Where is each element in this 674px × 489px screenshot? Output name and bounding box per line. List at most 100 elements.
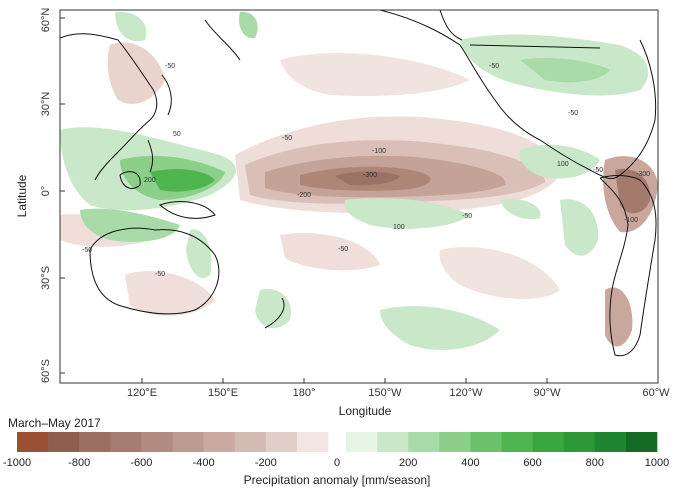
coastline-new-guinea <box>159 201 216 219</box>
colorbar-cell <box>17 432 49 452</box>
colorbar-cell <box>470 432 502 452</box>
colorbar-cell <box>594 432 627 452</box>
colorbar-tick-label: -1000 <box>3 457 31 469</box>
colorbar-tick-label: 1000 <box>645 457 669 469</box>
contour-label: -100 <box>624 217 638 224</box>
contour-label: 200 <box>144 177 156 184</box>
colorbar-cell <box>377 432 409 452</box>
colorbar-cell <box>408 432 440 452</box>
wet-anomaly-region <box>80 208 180 242</box>
lon-tick-label: 150°W <box>368 387 402 399</box>
lon-tick-label: 120°E <box>127 387 157 399</box>
colorbar-label: Precipitation anomaly [mm/season] <box>244 473 431 487</box>
contour-label: -50 <box>593 167 603 174</box>
dry-anomaly-region <box>125 271 215 316</box>
lat-tick-label: 30°S <box>40 266 52 290</box>
colorbar-cell <box>79 432 111 452</box>
coastline-borneo <box>119 171 141 189</box>
contour-label: -50 <box>282 135 292 142</box>
contour-label: -50 <box>155 271 165 278</box>
colorbar: March–May 2017 -1000 -800 -600 -400 -200 0 200… <box>3 416 669 487</box>
lat-tick-label: 60°S <box>40 359 52 383</box>
wet-anomaly-region <box>186 229 212 279</box>
wet-anomaly-region <box>380 306 500 350</box>
colorbar-cell <box>296 432 329 452</box>
colorbar-tick-label: 400 <box>461 457 479 469</box>
colorbar-tick-label: 800 <box>586 457 604 469</box>
contour-label: 100 <box>557 161 569 168</box>
colorbar-ticks: -1000 -800 -600 -400 -200 0 200 400 600 800 1000 <box>3 457 669 469</box>
wet-anomaly-region <box>239 11 258 39</box>
colorbar-tick-label: -600 <box>130 457 152 469</box>
dry-anomaly-region <box>439 246 560 300</box>
lat-tick-label: 60°N <box>40 8 52 33</box>
colorbar-tick-label: -200 <box>255 457 277 469</box>
contour-label: -100 <box>372 148 386 155</box>
colorbar-cell <box>439 432 471 452</box>
dry-anomaly-region <box>280 52 470 97</box>
lon-tick-label: 120°W <box>449 387 483 399</box>
x-axis-label: Longitude <box>339 404 392 418</box>
coastline-kamchatka <box>204 19 241 61</box>
wet-anomaly-region <box>560 199 599 256</box>
dry-anomaly-region <box>615 168 651 214</box>
contour-label: -300 <box>636 171 650 178</box>
coastline-philippines <box>147 139 154 173</box>
dry-anomaly-region <box>280 233 380 271</box>
contour-label: -200 <box>297 192 311 199</box>
colorbar-tick-label: -400 <box>193 457 215 469</box>
lon-tick-label: 90°W <box>533 387 561 399</box>
latitude-ticks: 60°N 30°N 0° 30°S 60°S <box>40 8 52 383</box>
colorbar-cell <box>234 432 267 452</box>
wet-anomaly-region <box>520 58 610 83</box>
coastline-alaska <box>439 10 463 41</box>
colorbar-cell <box>172 432 204 452</box>
colorbar-tick-label: 600 <box>523 457 541 469</box>
coastline-asia <box>60 33 158 181</box>
contour-label: 100 <box>393 224 405 231</box>
colorbar-cell <box>532 432 564 452</box>
contour-label: -300 <box>363 172 377 179</box>
dry-anomaly-region <box>605 287 633 347</box>
colorbar-tick-label: 0 <box>334 457 340 469</box>
coastline-us-border <box>469 44 601 49</box>
contour-labels: -50 50 200 -50 -50 -50 -50 -100 -300 -20… <box>82 63 650 278</box>
contour-label: -50 <box>489 63 499 70</box>
map-frame <box>59 9 659 384</box>
coastlines <box>60 10 657 357</box>
lat-tick-label: 0° <box>40 186 52 197</box>
wet-anomaly-region <box>519 144 600 179</box>
coastline-japan <box>161 74 172 116</box>
wet-anomaly-region <box>115 11 147 42</box>
contour-label: 50 <box>173 131 181 138</box>
contour-label: -50 <box>338 246 348 253</box>
map-panel: -50 50 200 -50 -50 -50 -50 -100 -300 -20… <box>15 8 670 418</box>
colorbar-cell <box>48 432 80 452</box>
wet-anomaly-region <box>500 198 541 220</box>
wet-anomaly-region <box>150 169 215 192</box>
tick-marks <box>60 17 548 383</box>
colorbar-cell <box>501 432 533 452</box>
anomaly-field <box>60 11 658 350</box>
dry-anomaly-region <box>107 42 165 104</box>
colorbar-cells <box>17 432 658 452</box>
longitude-ticks: 120°E 150°E 180° 150°W 120°W 90°W 60°W <box>127 387 670 399</box>
contour-label: -50 <box>82 247 92 254</box>
contour-label: -50 <box>165 63 175 70</box>
colorbar-title: March–May 2017 <box>8 416 101 430</box>
colorbar-tick-label: -800 <box>68 457 90 469</box>
contour-label: -50 <box>568 110 578 117</box>
coastline-south-america <box>599 175 657 357</box>
colorbar-cell <box>346 432 378 452</box>
colorbar-cell <box>203 432 235 452</box>
lon-tick-label: 150°E <box>208 387 238 399</box>
lon-tick-label: 60°W <box>642 387 670 399</box>
dry-anomaly-region <box>335 171 400 186</box>
lon-tick-label: 180° <box>293 387 316 399</box>
colorbar-cell <box>141 432 173 452</box>
coastline-australia <box>89 227 220 315</box>
colorbar-cell <box>265 432 298 452</box>
coastline-north-america <box>379 10 657 180</box>
y-axis-label: Latitude <box>15 174 29 217</box>
